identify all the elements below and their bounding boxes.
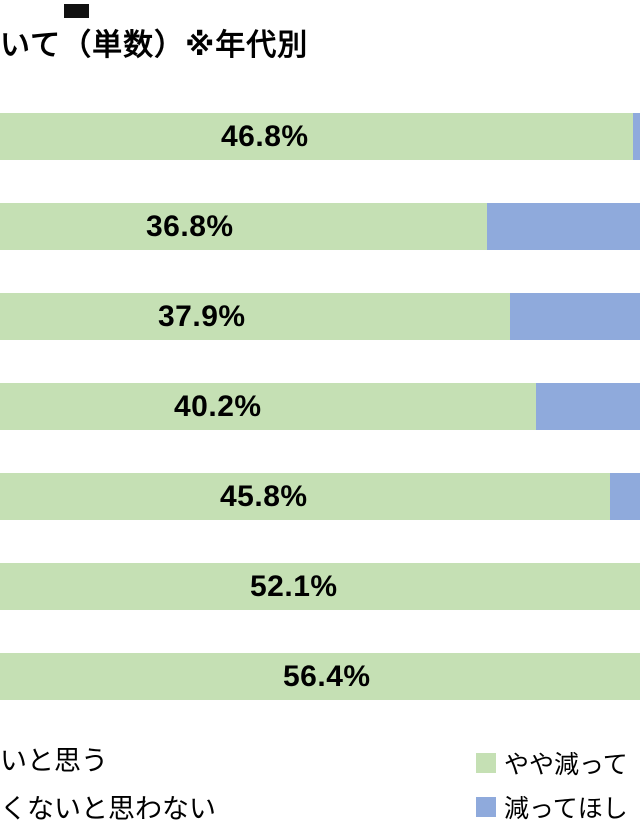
- legend-item-label: 減ってほし: [504, 795, 628, 823]
- bar-row: 46.8%: [0, 113, 640, 160]
- bar-segment-blue: [510, 293, 640, 340]
- legend-left-column: いと思う くないと思わない: [0, 737, 216, 833]
- bar-segment-blue: [536, 383, 640, 430]
- chart-title: いて（単数）※年代別: [0, 29, 309, 62]
- bar-segment-green: [0, 203, 488, 250]
- legend-item-label: くないと思わない: [0, 794, 216, 824]
- legend-item-label: いと思う: [0, 746, 108, 776]
- bar-segment-green: [0, 113, 633, 160]
- legend-item-label: やや減って: [504, 751, 628, 779]
- bar-row: 56.4%: [0, 653, 640, 700]
- bar-value-label: 45.8%: [220, 479, 308, 513]
- bar-segment-green: [0, 473, 610, 520]
- legend-item: 減ってほし: [476, 785, 628, 829]
- bar-segment-green: [0, 653, 640, 700]
- bar-value-label: 36.8%: [146, 209, 234, 243]
- legend-right-column: やや減って 減ってほし: [476, 741, 628, 829]
- bar-row: 52.1%: [0, 563, 640, 610]
- bar-segment-green: [0, 383, 537, 430]
- legend-swatch-blue-icon: [476, 797, 496, 817]
- legend-item: やや減って: [476, 741, 628, 785]
- bar-row: 40.2%: [0, 383, 640, 430]
- bar-value-label: 56.4%: [283, 659, 371, 693]
- bar-value-label: 46.8%: [221, 119, 309, 153]
- bar-segment-blue: [632, 113, 640, 160]
- bar-segment-green: [0, 293, 511, 340]
- legend: いと思う くないと思わない やや減って 減ってほし: [0, 737, 640, 839]
- cropped-text-fragment: [64, 4, 89, 18]
- bar-chart-area: 46.8% 36.8% 37.9% 40.2% 45.8% 52.1%: [0, 113, 640, 700]
- bar-segment-blue: [609, 473, 640, 520]
- bar-segment-green: [0, 563, 640, 610]
- bar-row: 36.8%: [0, 203, 640, 250]
- bar-value-label: 52.1%: [250, 569, 338, 603]
- bar-row: 37.9%: [0, 293, 640, 340]
- bar-value-label: 37.9%: [158, 299, 246, 333]
- bar-value-label: 40.2%: [174, 389, 262, 423]
- bar-row: 45.8%: [0, 473, 640, 520]
- bar-segment-blue: [487, 203, 640, 250]
- legend-swatch-green-icon: [476, 753, 496, 773]
